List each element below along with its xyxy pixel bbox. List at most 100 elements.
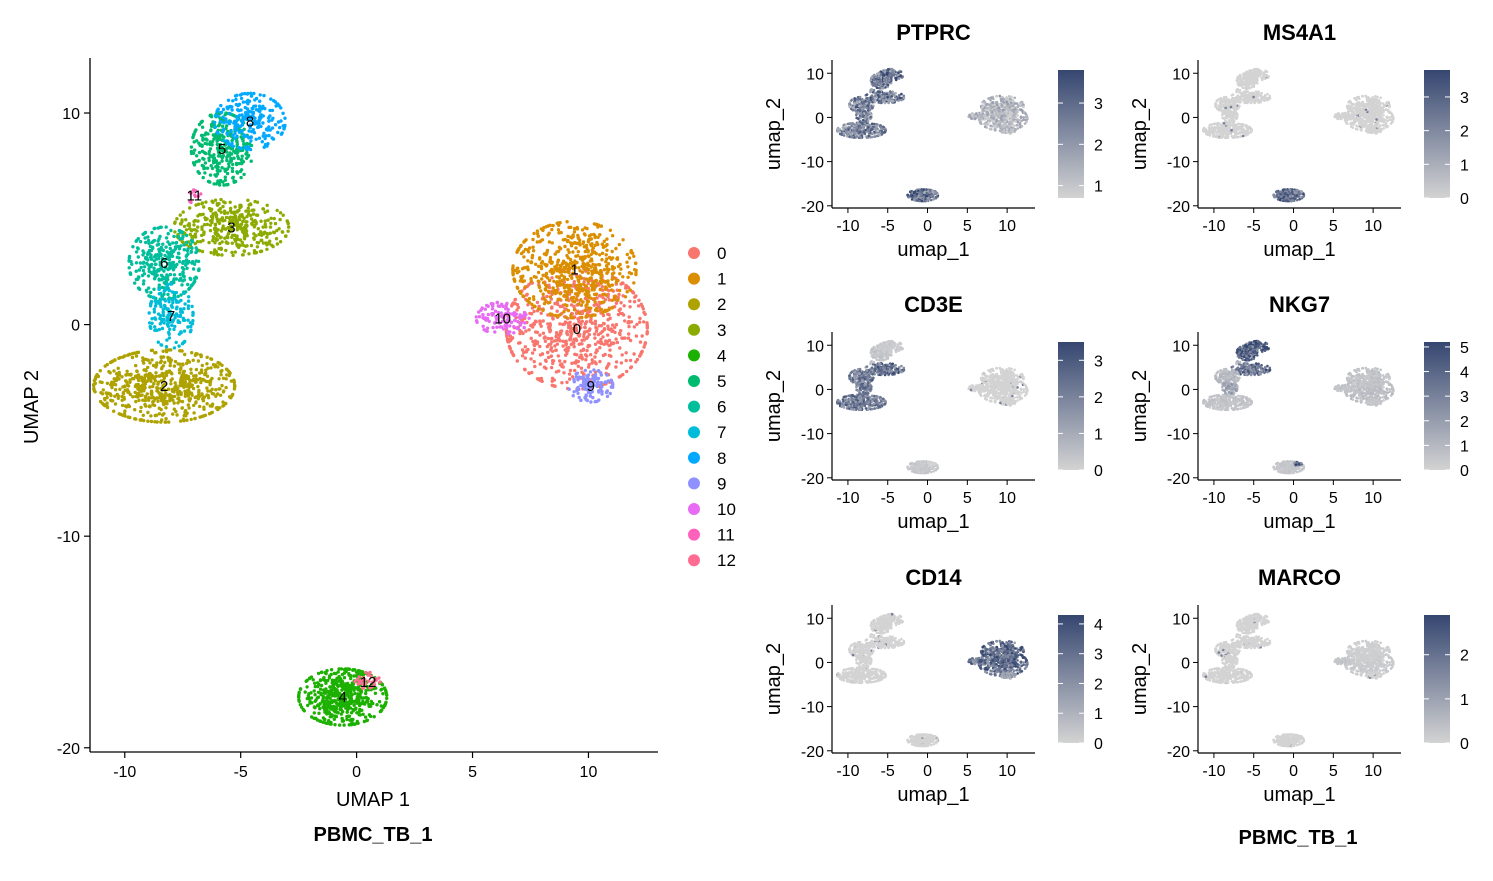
point — [510, 350, 514, 355]
point — [193, 232, 198, 236]
point — [540, 379, 544, 383]
point — [127, 352, 131, 357]
legend-label: 0 — [717, 244, 726, 263]
point — [315, 704, 320, 708]
point — [135, 246, 140, 250]
point — [613, 325, 617, 330]
point — [322, 676, 326, 680]
point — [537, 377, 541, 382]
point — [544, 366, 548, 371]
point — [608, 343, 612, 347]
point — [164, 236, 169, 240]
point — [565, 303, 569, 308]
point — [1010, 95, 1013, 99]
point — [152, 310, 157, 314]
point — [536, 270, 541, 275]
point — [187, 259, 191, 264]
point — [628, 338, 633, 343]
point — [560, 381, 564, 385]
point — [270, 108, 275, 113]
point — [138, 239, 143, 244]
point — [981, 100, 985, 104]
point — [94, 374, 99, 378]
point — [588, 259, 593, 263]
point — [230, 393, 234, 398]
point — [160, 372, 164, 376]
point — [172, 364, 177, 368]
point — [157, 247, 161, 251]
point — [213, 365, 217, 369]
point — [345, 717, 349, 722]
point — [103, 364, 107, 368]
point — [1001, 99, 1004, 102]
point — [147, 286, 151, 290]
point — [570, 296, 574, 300]
point — [614, 246, 618, 251]
point — [191, 267, 196, 271]
point — [170, 372, 174, 376]
point — [168, 254, 173, 258]
point — [210, 166, 215, 171]
point — [573, 227, 577, 231]
point — [219, 247, 223, 251]
point — [995, 100, 999, 104]
point — [221, 135, 226, 139]
point — [200, 378, 204, 382]
point — [597, 390, 601, 394]
point — [540, 238, 545, 242]
point — [168, 261, 172, 265]
point — [349, 711, 354, 715]
point — [186, 318, 190, 322]
point — [561, 322, 565, 327]
point — [594, 303, 599, 307]
point — [571, 340, 575, 344]
point — [351, 687, 355, 691]
point — [572, 390, 576, 394]
point — [191, 310, 195, 315]
point — [249, 159, 253, 163]
point — [276, 130, 280, 135]
point — [247, 203, 251, 207]
point — [604, 253, 608, 257]
point — [245, 156, 249, 160]
point — [227, 164, 231, 169]
point — [585, 299, 589, 303]
point — [128, 380, 132, 384]
point — [173, 359, 178, 364]
point — [535, 229, 540, 233]
point — [306, 694, 311, 698]
point — [531, 245, 535, 249]
point — [358, 713, 362, 717]
point — [565, 277, 570, 282]
point — [338, 677, 343, 681]
point — [620, 353, 624, 357]
point — [222, 121, 226, 125]
point — [477, 310, 481, 314]
point — [988, 112, 992, 116]
point — [318, 678, 323, 682]
point — [384, 693, 389, 697]
point — [185, 266, 189, 270]
point — [491, 304, 495, 308]
point — [568, 368, 573, 373]
point — [310, 701, 314, 705]
point — [189, 238, 194, 243]
point — [152, 382, 156, 386]
point — [240, 129, 244, 133]
point — [629, 365, 634, 369]
point — [110, 359, 115, 364]
point — [629, 271, 634, 276]
point — [513, 318, 517, 323]
point — [600, 285, 604, 289]
point — [175, 413, 179, 417]
point — [643, 341, 648, 345]
point — [993, 128, 996, 131]
point — [161, 307, 165, 311]
point — [593, 308, 598, 312]
point — [174, 240, 179, 245]
point — [192, 403, 196, 408]
point — [593, 322, 598, 326]
point — [546, 355, 551, 360]
point — [216, 124, 221, 128]
